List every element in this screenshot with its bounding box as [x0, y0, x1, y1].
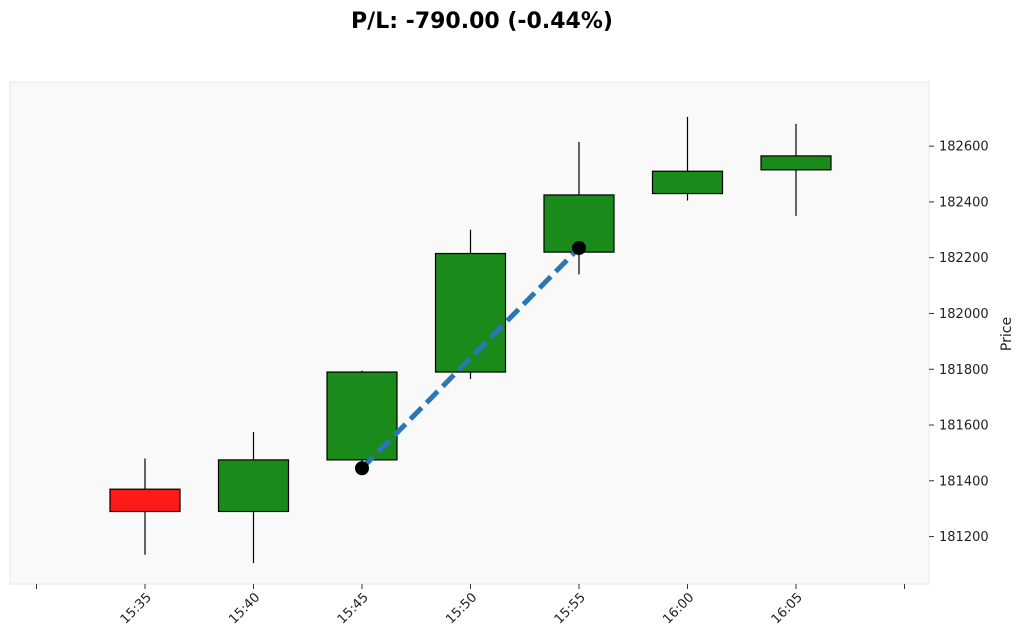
candle — [326, 370, 398, 469]
candle-body — [434, 252, 507, 373]
x-tick-label: 16:00 — [660, 590, 697, 627]
entry-marker — [355, 461, 369, 476]
y-tick-label: 181800 — [939, 363, 989, 378]
y-axis: 181200 181400 181600 181800 182000 182200 1824… — [929, 140, 989, 545]
trade-line — [360, 246, 581, 471]
y-tick-label: 181600 — [939, 419, 989, 434]
candle-body — [651, 170, 724, 195]
y-tick-label: 181400 — [939, 474, 989, 489]
exit-marker — [572, 240, 586, 255]
candle-body — [760, 155, 832, 171]
candle — [217, 432, 290, 564]
candle — [109, 458, 181, 555]
candle-body — [109, 488, 181, 513]
y-tick-label: 182000 — [939, 307, 989, 322]
y-tick-label: 182400 — [939, 195, 989, 210]
x-axis: 15:35 15:40 15:45 15:50 15:55 16:00 16:05 — [36, 584, 905, 627]
chart-title: P/L: -790.00 (-0.44%) — [351, 9, 613, 34]
y-tick-label: 182200 — [939, 251, 989, 266]
x-tick-label: 15:50 — [443, 590, 480, 627]
x-tick-label: 16:05 — [769, 590, 806, 627]
x-tick-label: 15:35 — [118, 590, 155, 627]
x-tick-label: 15:45 — [335, 590, 372, 627]
y-axis-label: Price — [999, 317, 1015, 351]
y-tick-label: 182600 — [939, 140, 989, 155]
candle — [651, 116, 724, 201]
candle — [760, 123, 832, 216]
candle-body — [217, 459, 290, 513]
x-tick-label: 15:55 — [552, 590, 589, 627]
x-tick-label: 15:40 — [226, 590, 263, 627]
trade-group — [355, 240, 586, 476]
y-tick-label: 181200 — [939, 530, 989, 545]
candles-group — [109, 116, 832, 564]
candle — [434, 229, 507, 380]
